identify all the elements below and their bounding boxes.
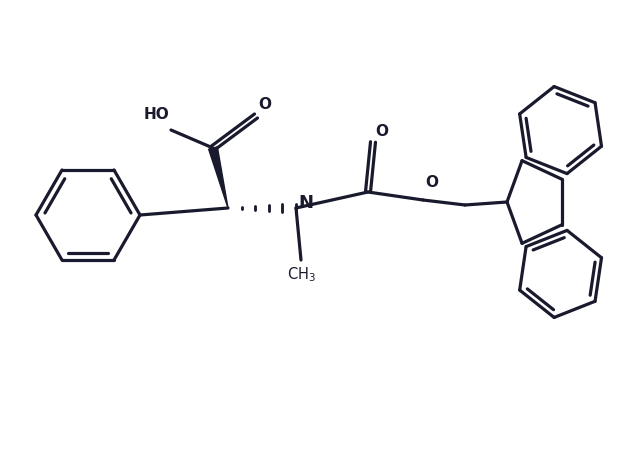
Text: HO: HO	[143, 107, 169, 122]
Text: O: O	[375, 124, 388, 139]
Text: N: N	[298, 194, 313, 212]
Text: CH$_3$: CH$_3$	[287, 265, 316, 284]
Text: O: O	[425, 175, 438, 190]
Text: O: O	[258, 97, 271, 112]
Polygon shape	[209, 147, 228, 208]
